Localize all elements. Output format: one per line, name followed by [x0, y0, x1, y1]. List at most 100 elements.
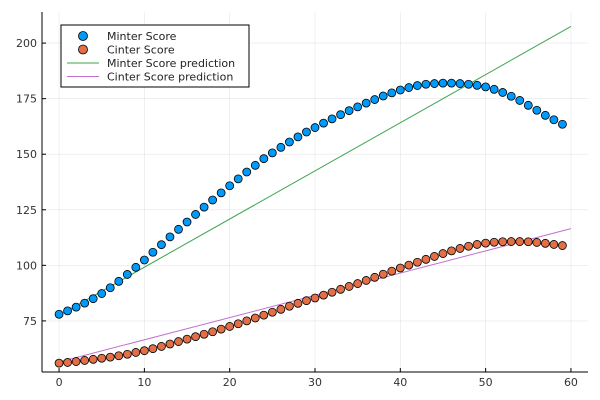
x-tick-label: 40 — [393, 376, 407, 389]
data-point — [131, 348, 141, 357]
data-point — [370, 272, 380, 282]
data-point — [80, 356, 90, 365]
data-point — [438, 249, 448, 258]
data-point — [430, 252, 439, 261]
data-point — [88, 294, 98, 304]
data-point — [447, 78, 456, 88]
data-point — [157, 240, 166, 250]
data-point — [131, 262, 141, 272]
y-tick-label: 125 — [16, 204, 37, 217]
data-point — [199, 202, 209, 212]
x-tick-label: 60 — [564, 376, 578, 389]
data-point — [464, 79, 473, 89]
data-point — [515, 237, 525, 246]
data-point — [319, 290, 328, 300]
legend-label: Cinter Score prediction — [107, 71, 233, 84]
data-point — [558, 119, 567, 129]
data-point — [387, 88, 397, 98]
y-tick-label: 75 — [23, 315, 37, 328]
data-point — [532, 105, 542, 115]
data-point — [327, 287, 337, 297]
data-point — [353, 102, 363, 112]
data-point — [549, 115, 559, 125]
data-point — [276, 142, 286, 152]
x-tick-label: 10 — [137, 376, 151, 389]
data-point — [174, 224, 183, 234]
data-point — [438, 78, 448, 88]
data-point — [404, 260, 414, 270]
data-point — [250, 313, 260, 323]
data-point — [191, 210, 200, 219]
data-point — [336, 284, 345, 294]
data-point — [336, 110, 345, 120]
data-point — [148, 344, 158, 354]
data-point — [182, 334, 192, 344]
data-point — [506, 91, 516, 101]
legend-label: Cinter Score — [107, 44, 175, 57]
data-point — [464, 241, 473, 251]
scatter-series-2 — [54, 237, 567, 368]
axes: 0 10 20 30 40 50 60 75 100 125 150 175 200 — [16, 12, 588, 389]
data-point — [208, 195, 218, 205]
data-point — [506, 237, 516, 246]
data-point — [302, 127, 311, 137]
data-point — [523, 237, 533, 247]
data-point — [233, 174, 243, 184]
legend-label: Minter Score prediction — [107, 57, 235, 70]
data-point — [267, 148, 277, 158]
data-point — [361, 276, 371, 285]
data-point — [97, 289, 107, 298]
data-point — [174, 337, 183, 346]
x-tick-label: 30 — [308, 376, 322, 389]
data-point — [276, 304, 286, 314]
data-point — [165, 339, 175, 349]
data-point — [225, 322, 235, 331]
data-point — [327, 114, 337, 124]
data-point — [71, 302, 81, 312]
data-point — [310, 123, 320, 132]
data-point — [532, 238, 542, 247]
data-point — [216, 324, 226, 334]
data-point — [259, 310, 269, 320]
data-point — [63, 358, 72, 367]
data-point — [472, 80, 482, 90]
y-tick-label: 200 — [16, 37, 37, 50]
data-point — [489, 237, 499, 247]
data-point — [558, 241, 567, 250]
data-point — [421, 79, 431, 89]
data-point — [523, 100, 533, 110]
data-point — [54, 309, 64, 319]
data-point — [319, 118, 328, 128]
data-point — [139, 346, 149, 356]
data-point — [370, 95, 380, 104]
data-point — [225, 181, 235, 191]
data-point — [148, 247, 158, 257]
data-point — [404, 83, 414, 92]
data-point — [216, 188, 226, 198]
legend-marker — [78, 31, 88, 41]
data-point — [430, 79, 439, 88]
data-point — [182, 217, 192, 227]
data-point — [481, 238, 491, 248]
x-tick-label: 0 — [56, 376, 63, 389]
data-point — [54, 358, 64, 368]
data-point — [199, 329, 209, 339]
data-point — [80, 298, 90, 308]
data-point — [472, 240, 482, 249]
data-point — [71, 357, 81, 366]
data-point — [242, 167, 252, 177]
grid — [42, 12, 588, 372]
data-point — [447, 246, 456, 256]
data-point — [302, 296, 311, 306]
data-point — [114, 351, 124, 361]
data-point — [285, 137, 294, 147]
data-point — [378, 269, 388, 279]
data-point — [293, 132, 303, 142]
data-point — [498, 237, 508, 247]
data-point — [293, 298, 303, 308]
x-tick-label: 50 — [479, 376, 493, 389]
prediction-line — [58, 26, 572, 316]
data-point — [395, 85, 405, 95]
data-point — [378, 91, 388, 101]
